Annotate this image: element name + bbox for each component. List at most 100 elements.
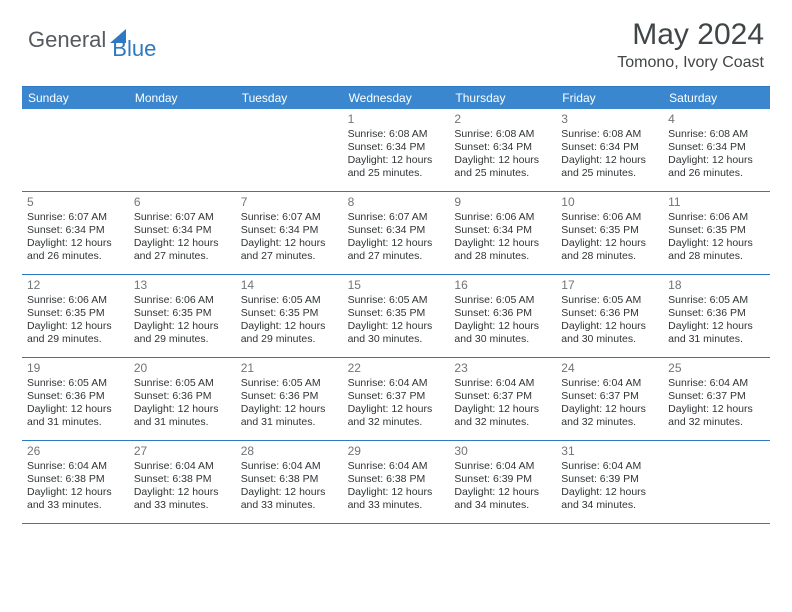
day-cell: 14Sunrise: 6:05 AMSunset: 6:35 PMDayligh… [236,275,343,357]
sunrise-text: Sunrise: 6:08 AM [454,128,551,141]
daylight-text: Daylight: 12 hours and 33 minutes. [241,486,338,512]
sunset-text: Sunset: 6:35 PM [561,224,658,237]
daylight-text: Daylight: 12 hours and 25 minutes. [454,154,551,180]
day-number: 3 [561,112,658,126]
sunset-text: Sunset: 6:35 PM [348,307,445,320]
sunset-text: Sunset: 6:37 PM [348,390,445,403]
sunrise-text: Sunrise: 6:04 AM [27,460,124,473]
day-cell: 30Sunrise: 6:04 AMSunset: 6:39 PMDayligh… [449,441,556,523]
daylight-text: Daylight: 12 hours and 33 minutes. [27,486,124,512]
day-cell: 5Sunrise: 6:07 AMSunset: 6:34 PMDaylight… [22,192,129,274]
sunset-text: Sunset: 6:37 PM [668,390,765,403]
sunset-text: Sunset: 6:35 PM [27,307,124,320]
day-number: 6 [134,195,231,209]
weekday-cell: Friday [556,87,663,109]
day-cell: 22Sunrise: 6:04 AMSunset: 6:37 PMDayligh… [343,358,450,440]
sunrise-text: Sunrise: 6:05 AM [454,294,551,307]
daylight-text: Daylight: 12 hours and 32 minutes. [454,403,551,429]
sunset-text: Sunset: 6:35 PM [668,224,765,237]
day-cell: 16Sunrise: 6:05 AMSunset: 6:36 PMDayligh… [449,275,556,357]
sunrise-text: Sunrise: 6:06 AM [27,294,124,307]
daylight-text: Daylight: 12 hours and 33 minutes. [348,486,445,512]
day-number: 20 [134,361,231,375]
daylight-text: Daylight: 12 hours and 27 minutes. [241,237,338,263]
daylight-text: Daylight: 12 hours and 34 minutes. [561,486,658,512]
day-number: 28 [241,444,338,458]
day-number: 27 [134,444,231,458]
daylight-text: Daylight: 12 hours and 32 minutes. [668,403,765,429]
day-number: 1 [348,112,445,126]
sunrise-text: Sunrise: 6:08 AM [561,128,658,141]
day-number: 16 [454,278,551,292]
week-row: 5Sunrise: 6:07 AMSunset: 6:34 PMDaylight… [22,192,770,275]
day-cell: 17Sunrise: 6:05 AMSunset: 6:36 PMDayligh… [556,275,663,357]
week-row: 26Sunrise: 6:04 AMSunset: 6:38 PMDayligh… [22,441,770,524]
daylight-text: Daylight: 12 hours and 34 minutes. [454,486,551,512]
sunset-text: Sunset: 6:35 PM [241,307,338,320]
day-cell: 9Sunrise: 6:06 AMSunset: 6:34 PMDaylight… [449,192,556,274]
day-cell: 15Sunrise: 6:05 AMSunset: 6:35 PMDayligh… [343,275,450,357]
weekday-cell: Thursday [449,87,556,109]
day-number: 18 [668,278,765,292]
sunset-text: Sunset: 6:34 PM [668,141,765,154]
daylight-text: Daylight: 12 hours and 31 minutes. [241,403,338,429]
daylight-text: Daylight: 12 hours and 29 minutes. [27,320,124,346]
sunset-text: Sunset: 6:36 PM [561,307,658,320]
day-number: 11 [668,195,765,209]
day-cell: 13Sunrise: 6:06 AMSunset: 6:35 PMDayligh… [129,275,236,357]
day-cell: 6Sunrise: 6:07 AMSunset: 6:34 PMDaylight… [129,192,236,274]
day-number: 26 [27,444,124,458]
day-cell: 8Sunrise: 6:07 AMSunset: 6:34 PMDaylight… [343,192,450,274]
day-cell: 10Sunrise: 6:06 AMSunset: 6:35 PMDayligh… [556,192,663,274]
sunset-text: Sunset: 6:34 PM [348,224,445,237]
sunrise-text: Sunrise: 6:07 AM [241,211,338,224]
sunrise-text: Sunrise: 6:05 AM [561,294,658,307]
weekday-cell: Wednesday [343,87,450,109]
sunrise-text: Sunrise: 6:04 AM [454,377,551,390]
day-number: 5 [27,195,124,209]
daylight-text: Daylight: 12 hours and 28 minutes. [561,237,658,263]
sunrise-text: Sunrise: 6:04 AM [241,460,338,473]
day-number: 14 [241,278,338,292]
day-cell: 19Sunrise: 6:05 AMSunset: 6:36 PMDayligh… [22,358,129,440]
sunrise-text: Sunrise: 6:04 AM [134,460,231,473]
sunrise-text: Sunrise: 6:04 AM [348,377,445,390]
sunset-text: Sunset: 6:34 PM [454,141,551,154]
day-cell: 11 Sunrise: 6:06 AMSunset: 6:35 PMDayligh… [663,192,770,274]
sunset-text: Sunset: 6:37 PM [561,390,658,403]
day-cell: 2Sunrise: 6:08 AMSunset: 6:34 PMDaylight… [449,109,556,191]
daylight-text: Daylight: 12 hours and 26 minutes. [27,237,124,263]
daylight-text: Daylight: 12 hours and 30 minutes. [348,320,445,346]
day-number: 12 [27,278,124,292]
day-cell: 18Sunrise: 6:05 AMSunset: 6:36 PMDayligh… [663,275,770,357]
daylight-text: Daylight: 12 hours and 28 minutes. [668,237,765,263]
daylight-text: Daylight: 12 hours and 33 minutes. [134,486,231,512]
sunrise-text: Sunrise: 6:07 AM [27,211,124,224]
day-number: 10 [561,195,658,209]
sunset-text: Sunset: 6:34 PM [348,141,445,154]
sunrise-text: Sunrise: 6:05 AM [27,377,124,390]
sunrise-text: Sunrise: 6:07 AM [348,211,445,224]
location: Tomono, Ivory Coast [617,54,764,72]
week-row: 12Sunrise: 6:06 AMSunset: 6:35 PMDayligh… [22,275,770,358]
sunset-text: Sunset: 6:34 PM [134,224,231,237]
day-cell: 23 Sunrise: 6:04 AMSunset: 6:37 PMDayligh… [449,358,556,440]
sunset-text: Sunset: 6:37 PM [454,390,551,403]
weekday-cell: Sunday [22,87,129,109]
sunset-text: Sunset: 6:36 PM [134,390,231,403]
daylight-text: Daylight: 12 hours and 32 minutes. [348,403,445,429]
sunrise-text: Sunrise: 6:06 AM [668,211,765,224]
sunset-text: Sunset: 6:39 PM [454,473,551,486]
daylight-text: Daylight: 12 hours and 25 minutes. [348,154,445,180]
sunrise-text: Sunrise: 6:04 AM [561,460,658,473]
header: General Blue May 2024 Tomono, Ivory Coas… [0,0,792,80]
calendar: SundayMondayTuesdayWednesdayThursdayFrid… [22,86,770,524]
day-cell: 28Sunrise: 6:04 AMSunset: 6:38 PMDayligh… [236,441,343,523]
sunrise-text: Sunrise: 6:05 AM [348,294,445,307]
logo-text-general: General [28,27,106,53]
day-number: 23 [454,361,551,375]
day-number: 9 [454,195,551,209]
daylight-text: Daylight: 12 hours and 32 minutes. [561,403,658,429]
day-cell: 31Sunrise: 6:04 AMSunset: 6:39 PMDayligh… [556,441,663,523]
sunrise-text: Sunrise: 6:06 AM [134,294,231,307]
